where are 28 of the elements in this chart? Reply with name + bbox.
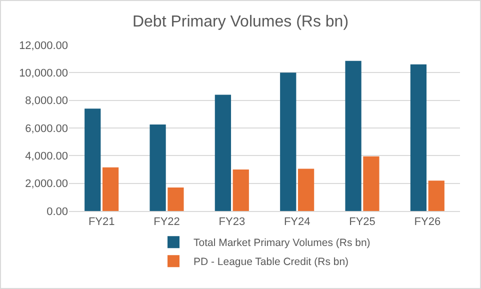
x-tick-label: FY24	[284, 216, 310, 228]
bar	[345, 60, 362, 211]
x-tick-label: FY25	[349, 216, 376, 228]
bar	[168, 187, 184, 211]
bar	[102, 167, 119, 211]
bar	[150, 124, 166, 211]
bar	[232, 170, 249, 211]
bar	[410, 64, 427, 211]
x-tick-label: FY22	[154, 216, 180, 228]
y-tick-label: 2,000.00	[25, 178, 68, 190]
bar	[298, 168, 314, 211]
y-tick-label: 4,000.00	[25, 150, 68, 163]
legend-label: PD - League Table Credit (Rs bn)	[194, 256, 349, 268]
bar	[280, 72, 296, 211]
y-tick-label: 6,000.00	[25, 122, 68, 135]
x-tick-label: FY23	[218, 216, 246, 228]
x-tick-label: FY26	[414, 216, 441, 228]
chart-title: Debt Primary Volumes (Rs bn)	[132, 14, 349, 31]
y-tick-label: 8,000.00	[25, 95, 68, 108]
bar	[214, 94, 232, 211]
bar	[363, 156, 380, 211]
bar	[428, 180, 444, 211]
legend-label: Total Market Primary Volumes (Rs bn)	[194, 237, 370, 250]
x-tick-label: FY21	[88, 216, 115, 228]
y-tick-label: 10,000.00	[19, 68, 68, 80]
y-tick-label: 0.00	[46, 206, 68, 218]
y-tick-label: 12,000.00	[19, 40, 68, 52]
bar	[84, 108, 101, 211]
